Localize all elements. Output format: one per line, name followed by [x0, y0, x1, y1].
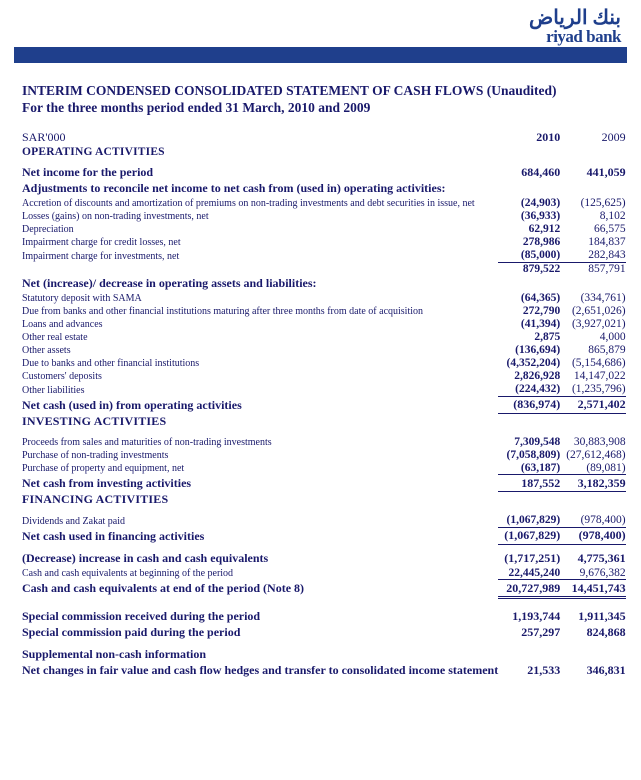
- row-loans: Loans and advances (41,394) (3,927,021): [22, 318, 626, 331]
- row-decrease-increase: (Decrease) increase in cash and cash equ…: [22, 550, 626, 566]
- row-losses-gains: Losses (gains) on non-trading investment…: [22, 210, 626, 223]
- row-sp-paid: Special commission paid during the perio…: [22, 625, 626, 641]
- logo-english: riyad bank: [529, 28, 621, 45]
- row-other-re: Other real estate 2,875 4,000: [22, 331, 626, 344]
- row-net-income: Net income for the period 684,460 441,05…: [22, 165, 626, 181]
- row-cash-begin: Cash and cash equivalents at beginning o…: [22, 566, 626, 580]
- unit-label: SAR'000: [22, 130, 498, 146]
- row-supplemental: Supplemental non-cash information: [22, 647, 626, 663]
- row-accretion: Accretion of discounts and amortization …: [22, 197, 626, 210]
- row-due-to: Due to banks and other financial institu…: [22, 357, 626, 370]
- row-cash-end: Cash and cash equivalents at end of the …: [22, 580, 626, 597]
- row-proceeds-inv: Proceeds from sales and maturities of no…: [22, 435, 626, 448]
- row-net-increase: Net (increase)/ decrease in operating as…: [22, 276, 626, 292]
- row-depreciation: Depreciation 62,912 66,575: [22, 223, 626, 236]
- row-sp-received: Special commission received during the p…: [22, 609, 626, 625]
- financing-activities-header: FINANCING ACTIVITIES: [22, 492, 498, 508]
- row-subtotal1: 879,522 857,791: [22, 262, 626, 276]
- row-dividends: Dividends and Zakat paid (1,067,829) (97…: [22, 514, 626, 528]
- row-statutory: Statutory deposit with SAMA (64,365) (33…: [22, 292, 626, 305]
- content: INTERIM CONDENSED CONSOLIDATED STATEMENT…: [0, 63, 641, 679]
- row-netcash-investing: Net cash from investing activities 187,5…: [22, 475, 626, 492]
- col-2009: 2009: [560, 130, 625, 146]
- header: بنك الرياض riyad bank: [0, 0, 641, 45]
- row-due-from: Due from banks and other financial insti…: [22, 305, 626, 318]
- row-netcash-financing: Net cash used in financing activities (1…: [22, 527, 626, 544]
- row-fairvalue: Net changes in fair value and cash flow …: [22, 663, 626, 679]
- row-other-liabilities: Other liabilities (224,432) (1,235,796): [22, 383, 626, 397]
- row-impairment-credit: Impairment charge for credit losses, net…: [22, 236, 626, 249]
- row-adjustments: Adjustments to reconcile net income to n…: [22, 181, 626, 197]
- investing-activities-header: INVESTING ACTIVITIES: [22, 413, 498, 429]
- logo-arabic: بنك الرياض: [529, 8, 621, 28]
- row-other-assets: Other assets (136,694) 865,879: [22, 344, 626, 357]
- cashflow-table: SAR'000 2010 2009 OPERATING ACTIVITIES N…: [22, 130, 626, 679]
- row-customers-deposits: Customers' deposits 2,826,928 14,147,022: [22, 370, 626, 383]
- page-title: INTERIM CONDENSED CONSOLIDATED STATEMENT…: [22, 83, 619, 100]
- row-impairment-inv: Impairment charge for investments, net (…: [22, 249, 626, 263]
- row-purchase-inv: Purchase of non-trading investments (7,0…: [22, 448, 626, 461]
- logo: بنك الرياض riyad bank: [14, 8, 627, 45]
- col-2010: 2010: [498, 130, 560, 146]
- page-subtitle: For the three months period ended 31 Mar…: [22, 100, 619, 116]
- row-netcash-operating: Net cash (used in) from operating activi…: [22, 396, 626, 413]
- row-purchase-pe: Purchase of property and equipment, net …: [22, 461, 626, 475]
- header-bar: [14, 47, 627, 63]
- operating-activities-header: OPERATING ACTIVITIES: [22, 146, 498, 159]
